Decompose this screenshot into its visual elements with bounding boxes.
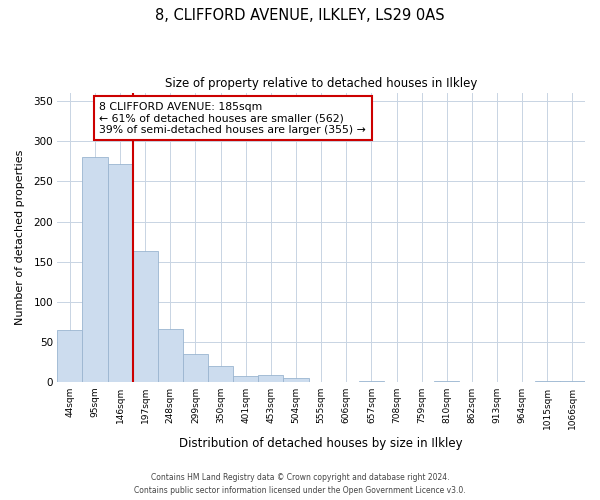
Bar: [560, 381, 585, 382]
Bar: [434, 381, 460, 382]
Bar: [158, 328, 183, 382]
Bar: [57, 330, 82, 382]
Text: 8, CLIFFORD AVENUE, ILKLEY, LS29 0AS: 8, CLIFFORD AVENUE, ILKLEY, LS29 0AS: [155, 8, 445, 22]
Bar: [208, 366, 233, 382]
Bar: [258, 375, 283, 382]
Bar: [535, 381, 560, 382]
Bar: [283, 378, 308, 382]
Bar: [183, 354, 208, 382]
Bar: [82, 156, 107, 382]
Y-axis label: Number of detached properties: Number of detached properties: [15, 150, 25, 326]
Text: 8 CLIFFORD AVENUE: 185sqm
← 61% of detached houses are smaller (562)
39% of semi: 8 CLIFFORD AVENUE: 185sqm ← 61% of detac…: [100, 102, 366, 135]
Bar: [233, 376, 258, 382]
Bar: [107, 164, 133, 382]
Text: Contains HM Land Registry data © Crown copyright and database right 2024.
Contai: Contains HM Land Registry data © Crown c…: [134, 474, 466, 495]
Bar: [133, 252, 158, 382]
Bar: [359, 381, 384, 382]
Title: Size of property relative to detached houses in Ilkley: Size of property relative to detached ho…: [165, 78, 478, 90]
X-axis label: Distribution of detached houses by size in Ilkley: Distribution of detached houses by size …: [179, 437, 463, 450]
